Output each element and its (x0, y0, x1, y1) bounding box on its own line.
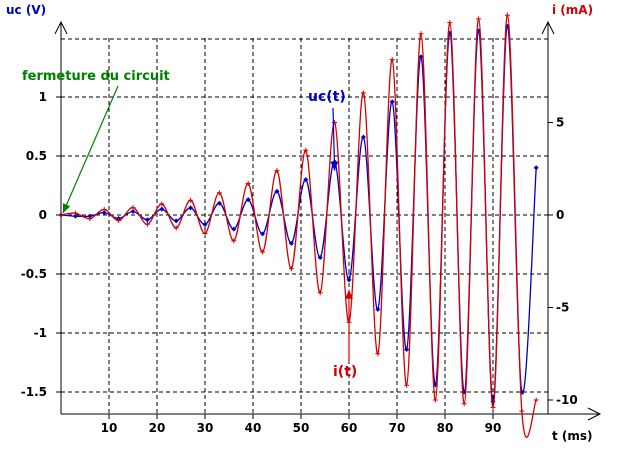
series-point-uc (188, 205, 194, 211)
x-axis-title: t (ms) (552, 429, 593, 443)
series-point-uc (101, 210, 107, 216)
series-point-i (375, 351, 381, 357)
series-point-uc (159, 206, 165, 212)
series-point-uc (72, 213, 78, 219)
y-left-tick-label: -1 (34, 326, 47, 340)
series-point-i (519, 408, 525, 414)
x-tick-label: 70 (389, 421, 406, 435)
arrow-uc (332, 107, 336, 171)
y-left-axis-title: uc (V) (6, 3, 46, 17)
series-point-i (202, 231, 208, 236)
series-point-uc (360, 134, 366, 140)
series-point-i (101, 206, 107, 212)
series-point-i (288, 266, 294, 272)
x-tick-label: 80 (437, 421, 454, 435)
annotation-i: i(t) (333, 364, 357, 380)
series-point-i (533, 397, 539, 403)
series-point-uc (418, 54, 424, 60)
series-point-i (188, 197, 194, 203)
series-point-i (173, 225, 179, 231)
series-point-i (72, 210, 78, 216)
annotation-fermeture: fermeture du circuit (22, 69, 170, 84)
series-point-i (274, 168, 280, 174)
series-point-i (144, 221, 150, 227)
x-tick-label: 50 (293, 421, 310, 435)
y-right-tick-label: 0 (556, 208, 564, 222)
x-tick-label: 10 (101, 421, 118, 435)
series (58, 12, 539, 438)
series-point-i (490, 404, 496, 410)
y-left-tick-label: -1.5 (21, 385, 47, 399)
series-point-uc (231, 226, 237, 232)
series-point-uc (173, 218, 179, 224)
arrow-uc-head (330, 161, 339, 171)
series-point-i (159, 201, 165, 207)
annotation-uc: uc(t) (308, 89, 346, 105)
x-tick-label: 40 (245, 421, 262, 435)
series-point-uc (130, 208, 136, 214)
y-left-tick-label: 1 (39, 90, 47, 104)
series-point-uc (404, 347, 410, 353)
series-point-i (303, 147, 309, 153)
series-point-i (418, 31, 424, 37)
y-right-axis-title: i (mA) (552, 3, 593, 17)
x-tick-label: 90 (485, 421, 502, 435)
y-right-tick-label: -10 (556, 393, 578, 407)
series-point-i (317, 290, 323, 296)
series-point-i (360, 90, 366, 96)
series-point-uc (346, 277, 352, 283)
x-tick-label: 20 (149, 421, 166, 435)
series-point-i (389, 57, 395, 63)
series-point-i (116, 218, 122, 224)
series-point-uc (389, 99, 395, 105)
series-point-i (447, 20, 453, 26)
x-tick-label: 30 (197, 421, 214, 435)
y-left-arrow (54, 20, 68, 35)
annotation-arrows (62, 85, 353, 362)
x-tick-label: 60 (341, 421, 358, 435)
y-left-tick-label: -0.5 (21, 267, 47, 281)
series-point-i (461, 401, 467, 407)
arrow-i-head (345, 289, 353, 299)
series-point-uc (202, 221, 208, 227)
series-point-uc (303, 177, 309, 183)
series-point-i (245, 181, 251, 187)
series-point-i (231, 238, 237, 244)
arrow-fermeture-head (62, 203, 71, 213)
series-point-uc (260, 231, 266, 237)
y-right-tick-label: -5 (556, 301, 569, 315)
series-point-uc (87, 213, 93, 219)
x-axis-arrow (587, 407, 602, 421)
series-point-i (87, 216, 93, 222)
y-left-tick-label: 0 (39, 208, 47, 222)
series-point-uc (216, 200, 222, 206)
series-point-uc (274, 188, 280, 194)
series-point-i (476, 16, 482, 22)
series-point-uc (144, 217, 150, 223)
y-right-arrow (541, 20, 555, 35)
y-right-tick-label: 5 (556, 116, 564, 130)
axes (54, 20, 602, 421)
y-left-tick-label: 0.5 (26, 149, 47, 163)
arrow-fermeture (62, 85, 119, 214)
series-point-i (58, 212, 64, 218)
series-point-i (504, 12, 510, 18)
series-point-i (404, 382, 410, 388)
series-point-uc (245, 197, 251, 203)
series-point-i (216, 190, 222, 196)
series-point-uc (288, 240, 294, 246)
series-point-i (130, 205, 136, 211)
series-point-uc (317, 254, 323, 260)
series-point-i (432, 397, 438, 403)
series-point-uc (533, 165, 539, 171)
series-point-i (260, 249, 266, 255)
series-i (58, 12, 539, 438)
series-point-uc (375, 306, 381, 312)
